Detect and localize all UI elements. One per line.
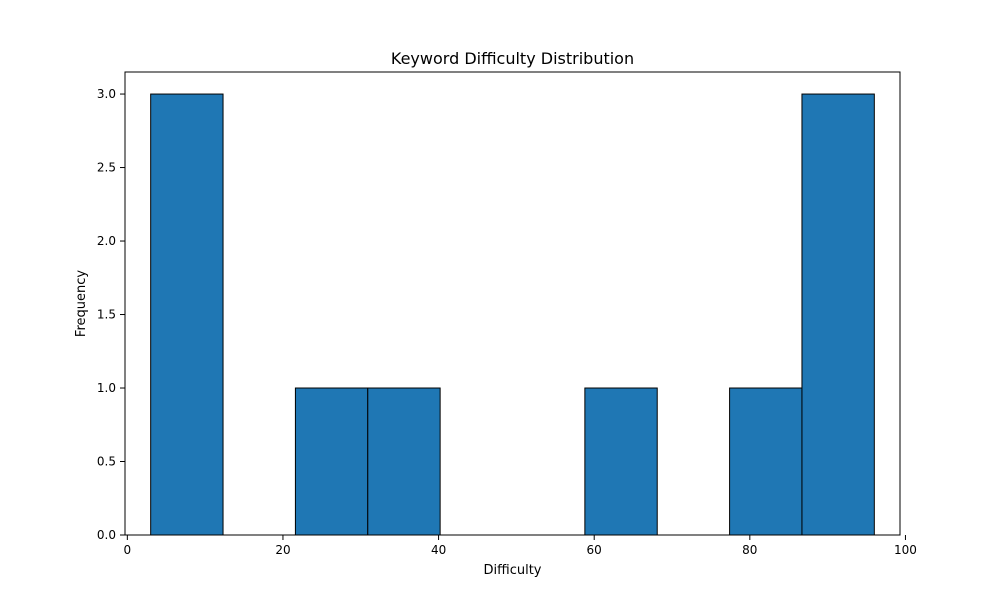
x-tick-label: 0 (124, 543, 132, 557)
x-tick-label: 40 (431, 543, 446, 557)
y-axis-ticks: 0.0 0.5 1.0 1.5 2.0 2.5 3.0 (97, 87, 125, 542)
histogram-bar (294, 387, 369, 536)
y-tick-label: 2.5 (97, 161, 116, 175)
histogram-bar (584, 387, 658, 536)
histogram-bar (150, 93, 224, 536)
x-tick-label: 60 (587, 543, 602, 557)
y-tick-label: 3.0 (97, 87, 116, 101)
histogram-bar (367, 387, 441, 536)
y-tick-label: 0.0 (97, 528, 116, 542)
x-tick-label: 80 (742, 543, 757, 557)
y-tick-label: 1.5 (97, 308, 116, 322)
x-axis-ticks: 0 20 40 60 80 100 (124, 535, 917, 557)
y-axis-label: Frequency (74, 270, 89, 337)
histogram-bar (801, 93, 875, 536)
y-tick-label: 1.0 (97, 381, 116, 395)
y-tick-label: 0.5 (97, 455, 116, 469)
bars-layer (150, 93, 875, 536)
chart-title: Keyword Difficulty Distribution (391, 49, 634, 68)
x-axis-label: Difficulty (484, 563, 542, 578)
plot-frame (124, 71, 901, 536)
y-tick-label: 2.0 (97, 234, 116, 248)
histogram-bar (729, 387, 803, 536)
x-tick-label: 20 (275, 543, 290, 557)
x-tick-label: 100 (894, 543, 917, 557)
